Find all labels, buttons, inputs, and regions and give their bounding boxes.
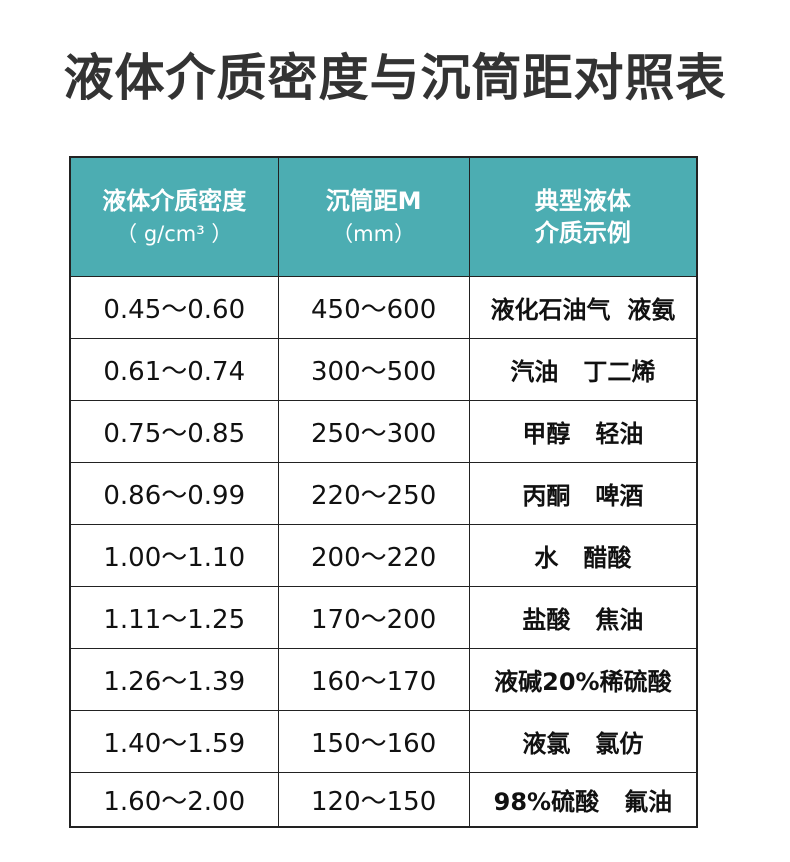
header-distance: 沉筒距M （mm） — [277, 156, 470, 277]
distance-cell: 250～300 — [277, 400, 470, 463]
header-text: 沉筒距M — [325, 186, 422, 215]
header-unit: （ g/cm³ ） — [116, 221, 233, 246]
example-cell: 丙酮 啤酒 — [468, 462, 698, 525]
example-cell: 汽油 丁二烯 — [468, 338, 698, 401]
example-cell: 水 醋酸 — [468, 524, 698, 587]
distance-cell: 160～170 — [277, 648, 470, 711]
header-density: 液体介质密度 （ g/cm³ ） — [69, 156, 279, 277]
example-cell: 液碱20%稀硫酸 — [468, 648, 698, 711]
header-text: 液体介质密度 — [102, 186, 247, 215]
table-row: 0.75～0.85 250～300 甲醇 轻油 — [69, 400, 698, 463]
density-cell: 1.26～1.39 — [69, 648, 279, 711]
page-title: 液体介质密度与沉筒距对照表 — [63, 49, 727, 107]
header-text: 典型液体 — [534, 187, 631, 215]
header-unit: （mm） — [332, 221, 416, 246]
density-cell: 0.45～0.60 — [69, 276, 279, 339]
example-cell: 液化石油气 液氨 — [468, 276, 698, 339]
example-cell: 98%硫酸 氟油 — [468, 772, 698, 828]
density-cell: 1.40～1.59 — [69, 710, 279, 773]
table-row: 1.11～1.25 170～200 盐酸 焦油 — [69, 586, 698, 649]
example-cell: 盐酸 焦油 — [468, 586, 698, 649]
table-row: 1.00～1.10 200～220 水 醋酸 — [69, 524, 698, 587]
table-row: 0.86～0.99 220～250 丙酮 啤酒 — [69, 462, 698, 525]
distance-cell: 120～150 — [277, 772, 470, 828]
table-header-row: 液体介质密度 （ g/cm³ ） 沉筒距M （mm） 典型液体介质示例 — [69, 156, 698, 277]
table-row: 0.61～0.74 300～500 汽油 丁二烯 — [69, 338, 698, 401]
density-cell: 0.61～0.74 — [69, 338, 279, 401]
example-cell: 甲醇 轻油 — [468, 400, 698, 463]
distance-cell: 170～200 — [277, 586, 470, 649]
density-cell: 1.11～1.25 — [69, 586, 279, 649]
distance-cell: 150～160 — [277, 710, 470, 773]
distance-cell: 300～500 — [277, 338, 470, 401]
density-cell: 1.00～1.10 — [69, 524, 279, 587]
header-text: 介质示例 — [534, 219, 631, 247]
table-row: 1.40～1.59 150～160 液氯 氯仿 — [69, 710, 698, 773]
table-row: 1.26～1.39 160～170 液碱20%稀硫酸 — [69, 648, 698, 711]
header-example: 典型液体 介质示例 — [468, 156, 698, 277]
table-row: 1.60～2.00 120～150 98%硫酸 氟油 — [69, 772, 698, 828]
density-table: 液体介质密度 （ g/cm³ ） 沉筒距M （mm） 典型液体介质示例 0.45～0… — [69, 156, 698, 828]
density-cell: 0.75～0.85 — [69, 400, 279, 463]
distance-cell: 200～220 — [277, 524, 470, 587]
density-cell: 1.60～2.00 — [69, 772, 279, 828]
example-cell: 液氯 氯仿 — [468, 710, 698, 773]
distance-cell: 220～250 — [277, 462, 470, 525]
table-row: 0.45～0.60 450～600 液化石油气 液氨 — [69, 276, 698, 339]
distance-cell: 450～600 — [277, 276, 470, 339]
density-cell: 0.86～0.99 — [69, 462, 279, 525]
